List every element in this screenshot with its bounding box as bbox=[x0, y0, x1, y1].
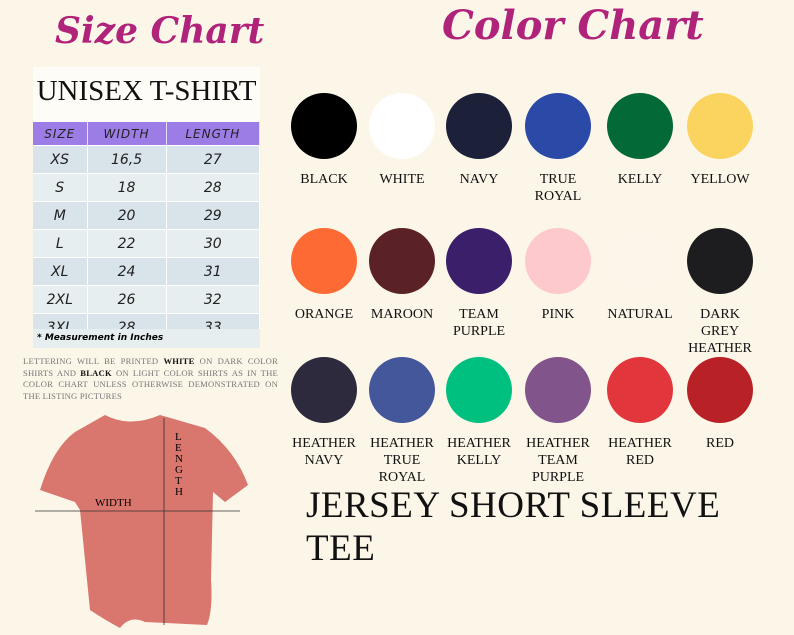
color-circle bbox=[607, 228, 673, 294]
measurement-note: * Measurement in Inches bbox=[33, 329, 260, 348]
color-swatch: NATURAL bbox=[600, 228, 680, 323]
color-circle bbox=[291, 228, 357, 294]
color-circle bbox=[525, 357, 591, 423]
table-cell: 2XL bbox=[33, 285, 88, 314]
color-label: MAROON bbox=[370, 307, 434, 322]
width-label: WIDTH bbox=[95, 497, 132, 509]
color-swatch: NAVY bbox=[439, 93, 519, 188]
size-table-panel: UNISEX T-SHIRT SIZE WIDTH LENGTH XS 16,5 27 S 1… bbox=[33, 67, 261, 348]
size-table-title: UNISEX T-SHIRT bbox=[36, 75, 257, 107]
tshirt-shape bbox=[40, 415, 248, 628]
color-circle bbox=[607, 93, 673, 159]
color-label: PINK bbox=[541, 307, 575, 322]
color-swatch: TEAM PURPLE bbox=[439, 228, 519, 340]
table-cell: 16,5 bbox=[87, 145, 167, 174]
color-circle bbox=[687, 93, 753, 159]
color-swatch: WHITE bbox=[362, 93, 442, 188]
color-swatch: BLACK bbox=[284, 93, 364, 188]
table-cell: 24 bbox=[87, 257, 167, 286]
color-label: DARK GREY HEATHER bbox=[688, 307, 752, 356]
color-swatch: DARK GREY HEATHER bbox=[680, 228, 760, 357]
color-swatch: HEATHER TRUE ROYAL bbox=[362, 357, 442, 486]
table-row: XL 24 31 bbox=[33, 257, 261, 286]
note-text: LETTERING WILL BE PRINTED bbox=[23, 356, 164, 366]
color-circle bbox=[369, 357, 435, 423]
table-cell: S bbox=[33, 173, 88, 202]
table-row: M 20 29 bbox=[33, 201, 261, 230]
color-swatch: MAROON bbox=[362, 228, 442, 323]
table-cell: 30 bbox=[166, 229, 261, 258]
color-circle bbox=[446, 93, 512, 159]
color-circle bbox=[446, 228, 512, 294]
color-circle bbox=[607, 357, 673, 423]
color-chart-title: Color Chart bbox=[442, 2, 704, 49]
color-label: HEATHER NAVY bbox=[292, 436, 356, 468]
color-circle bbox=[446, 357, 512, 423]
color-swatch: PINK bbox=[518, 228, 598, 323]
table-cell: M bbox=[33, 201, 88, 230]
table-row: XS 16,5 27 bbox=[33, 145, 261, 174]
color-swatch: HEATHER KELLY bbox=[439, 357, 519, 469]
product-name: JERSEY SHORT SLEEVE TEE bbox=[306, 485, 721, 569]
color-label: TRUE ROYAL bbox=[534, 172, 582, 204]
color-swatch: KELLY bbox=[600, 93, 680, 188]
color-label: KELLY bbox=[617, 172, 663, 187]
color-label: HEATHER KELLY bbox=[447, 436, 511, 468]
lettering-note: LETTERING WILL BE PRINTED WHITE ON DARK … bbox=[23, 356, 278, 402]
table-cell: 32 bbox=[166, 285, 261, 314]
color-label: YELLOW bbox=[690, 172, 750, 187]
color-label: BLACK bbox=[300, 172, 348, 187]
color-label: RED bbox=[706, 436, 734, 451]
note-white: WHITE bbox=[163, 356, 195, 366]
table-cell: 29 bbox=[166, 201, 261, 230]
note-black: BLACK bbox=[80, 367, 112, 378]
color-circle bbox=[687, 228, 753, 294]
table-cell: 27 bbox=[166, 145, 261, 174]
color-label: NATURAL bbox=[607, 307, 673, 322]
note-text: ON LIGHT COLOR SHIRTS AS IN THE COLOR CH… bbox=[23, 367, 278, 401]
column-header: SIZE bbox=[33, 122, 88, 146]
table-cell: XL bbox=[33, 257, 88, 286]
color-circle bbox=[525, 93, 591, 159]
color-label: TEAM PURPLE bbox=[452, 307, 506, 339]
color-swatch: YELLOW bbox=[680, 93, 760, 188]
table-cell: 22 bbox=[87, 229, 167, 258]
color-label: HEATHER TEAM PURPLE bbox=[526, 436, 590, 485]
color-circle bbox=[291, 357, 357, 423]
color-swatch: HEATHER NAVY bbox=[284, 357, 364, 469]
color-swatch: HEATHER RED bbox=[600, 357, 680, 469]
color-swatch: ORANGE bbox=[284, 228, 364, 323]
size-chart-title: Size Chart bbox=[55, 10, 265, 52]
table-row: L 22 30 bbox=[33, 229, 261, 258]
color-label: HEATHER TRUE ROYAL bbox=[370, 436, 434, 485]
table-cell: 26 bbox=[87, 285, 167, 314]
note-text: ON DARK COLOR SHIRTS AND bbox=[23, 356, 279, 378]
color-circle bbox=[291, 93, 357, 159]
color-circle bbox=[525, 228, 591, 294]
color-circle bbox=[369, 228, 435, 294]
color-swatch: HEATHER TEAM PURPLE bbox=[518, 357, 598, 486]
color-swatch: RED bbox=[680, 357, 760, 452]
table-cell: 20 bbox=[87, 201, 167, 230]
table-cell: 28 bbox=[166, 173, 261, 202]
color-swatch: TRUE ROYAL bbox=[518, 93, 598, 205]
table-cell: 18 bbox=[87, 173, 167, 202]
column-header: LENGTH bbox=[166, 122, 261, 146]
color-label: HEATHER RED bbox=[608, 436, 672, 468]
color-label: WHITE bbox=[379, 172, 425, 187]
color-circle bbox=[369, 93, 435, 159]
color-circle bbox=[687, 357, 753, 423]
table-cell: L bbox=[33, 229, 88, 258]
color-label: ORANGE bbox=[294, 307, 354, 322]
column-header: WIDTH bbox=[87, 122, 167, 146]
table-row: S 18 28 bbox=[33, 173, 261, 202]
table-row: 2XL 26 32 bbox=[33, 285, 261, 314]
table-cell: XS bbox=[33, 145, 88, 174]
color-label: NAVY bbox=[459, 172, 499, 187]
table-cell: 31 bbox=[166, 257, 261, 286]
size-table: SIZE WIDTH LENGTH XS 16,5 27 S 18 28 M 20 29 L 22 30 XL… bbox=[33, 122, 261, 341]
